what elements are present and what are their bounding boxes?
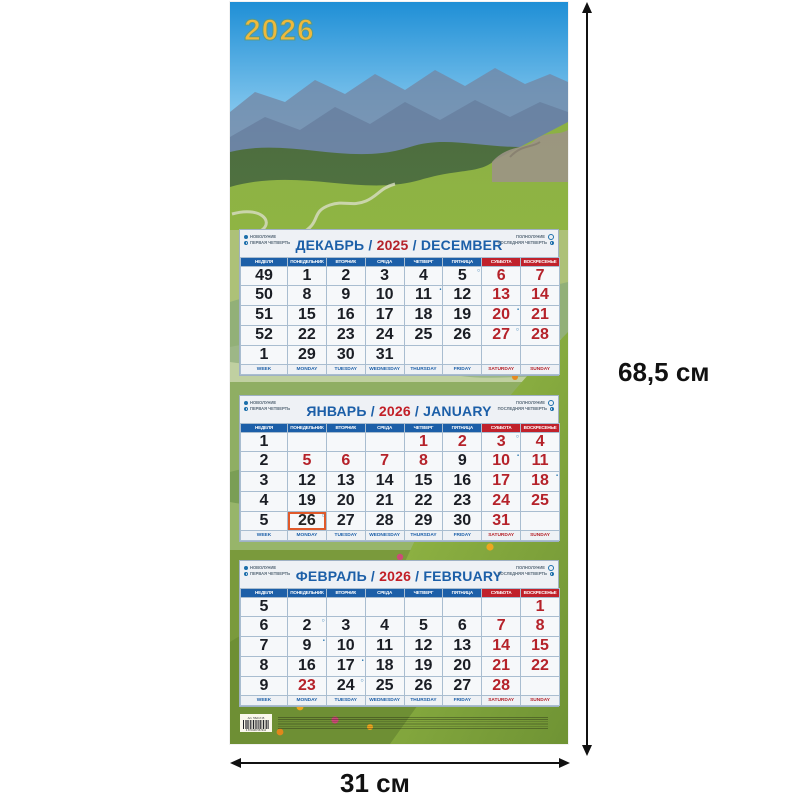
svg-text:4 870139 567212: 4 870139 567212 [246, 728, 267, 732]
svg-text:Art. 56217-B: Art. 56217-B [248, 716, 265, 720]
